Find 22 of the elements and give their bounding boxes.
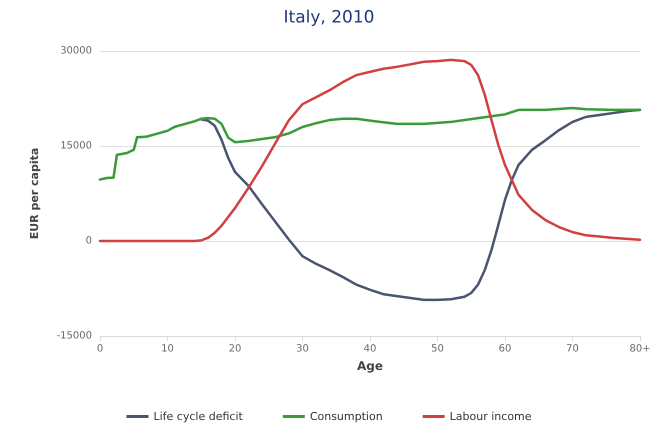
legend-label: Consumption — [310, 410, 383, 423]
legend-label: Labour income — [450, 410, 532, 423]
x-tick-label: 50 — [431, 344, 444, 354]
x-tick-label: 80+ — [629, 344, 651, 354]
x-tick-label: 0 — [96, 344, 104, 354]
x-tick-label: 40 — [364, 344, 376, 354]
y-tick-label: -15000 — [56, 330, 92, 342]
y-axis-title: EUR per capita — [28, 148, 41, 240]
line-series — [200, 108, 642, 302]
y-tick-label: 15000 — [60, 140, 92, 152]
y-tick-label: 30000 — [60, 46, 92, 56]
y-tick-label: 0 — [86, 236, 92, 246]
legend-label: Life cycle deficit — [153, 410, 244, 423]
line-series — [98, 58, 642, 242]
x-tick-label: 10 — [161, 344, 174, 354]
chart-title: Italy, 2010 — [284, 8, 374, 28]
x-tick-label: 60 — [498, 344, 512, 354]
x-tick-label: 20 — [228, 344, 242, 354]
line-series — [98, 106, 642, 181]
x-tick-label: 30 — [296, 344, 309, 354]
x-tick-label: 70 — [566, 344, 579, 354]
x-axis-title: Age — [356, 359, 384, 373]
